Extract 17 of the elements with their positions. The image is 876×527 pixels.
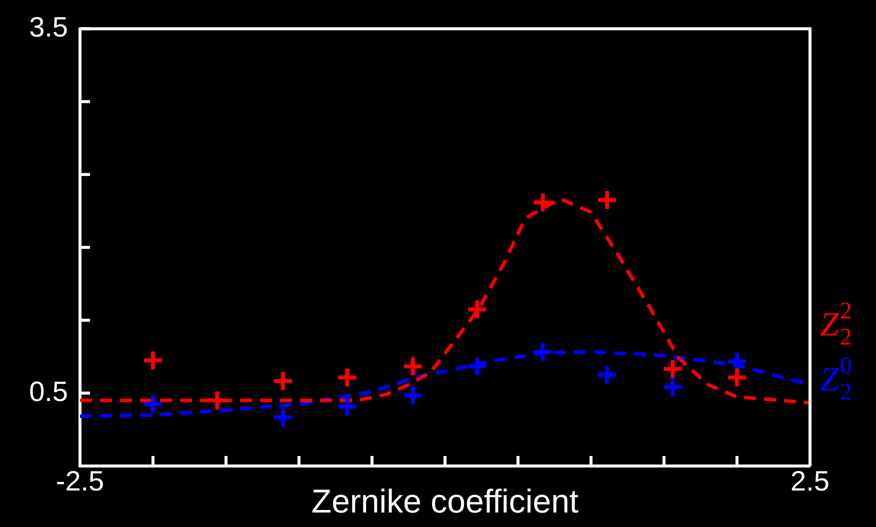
point — [142, 393, 164, 416]
y-tick-label: 0.5 — [29, 376, 68, 407]
point — [596, 364, 618, 386]
x-tick-label: 2.5 — [790, 466, 830, 497]
point — [662, 358, 684, 380]
y-tick-label: 3.5 — [29, 12, 68, 43]
point — [532, 340, 554, 363]
point — [726, 366, 748, 388]
x-tick-label: -2.5 — [56, 466, 104, 497]
point — [272, 406, 294, 428]
point — [466, 355, 488, 378]
x-axis-title: Zernike coefficient — [311, 482, 579, 520]
point — [402, 355, 424, 378]
point — [206, 389, 228, 412]
point — [336, 366, 358, 388]
point — [142, 349, 164, 372]
point — [466, 298, 488, 320]
